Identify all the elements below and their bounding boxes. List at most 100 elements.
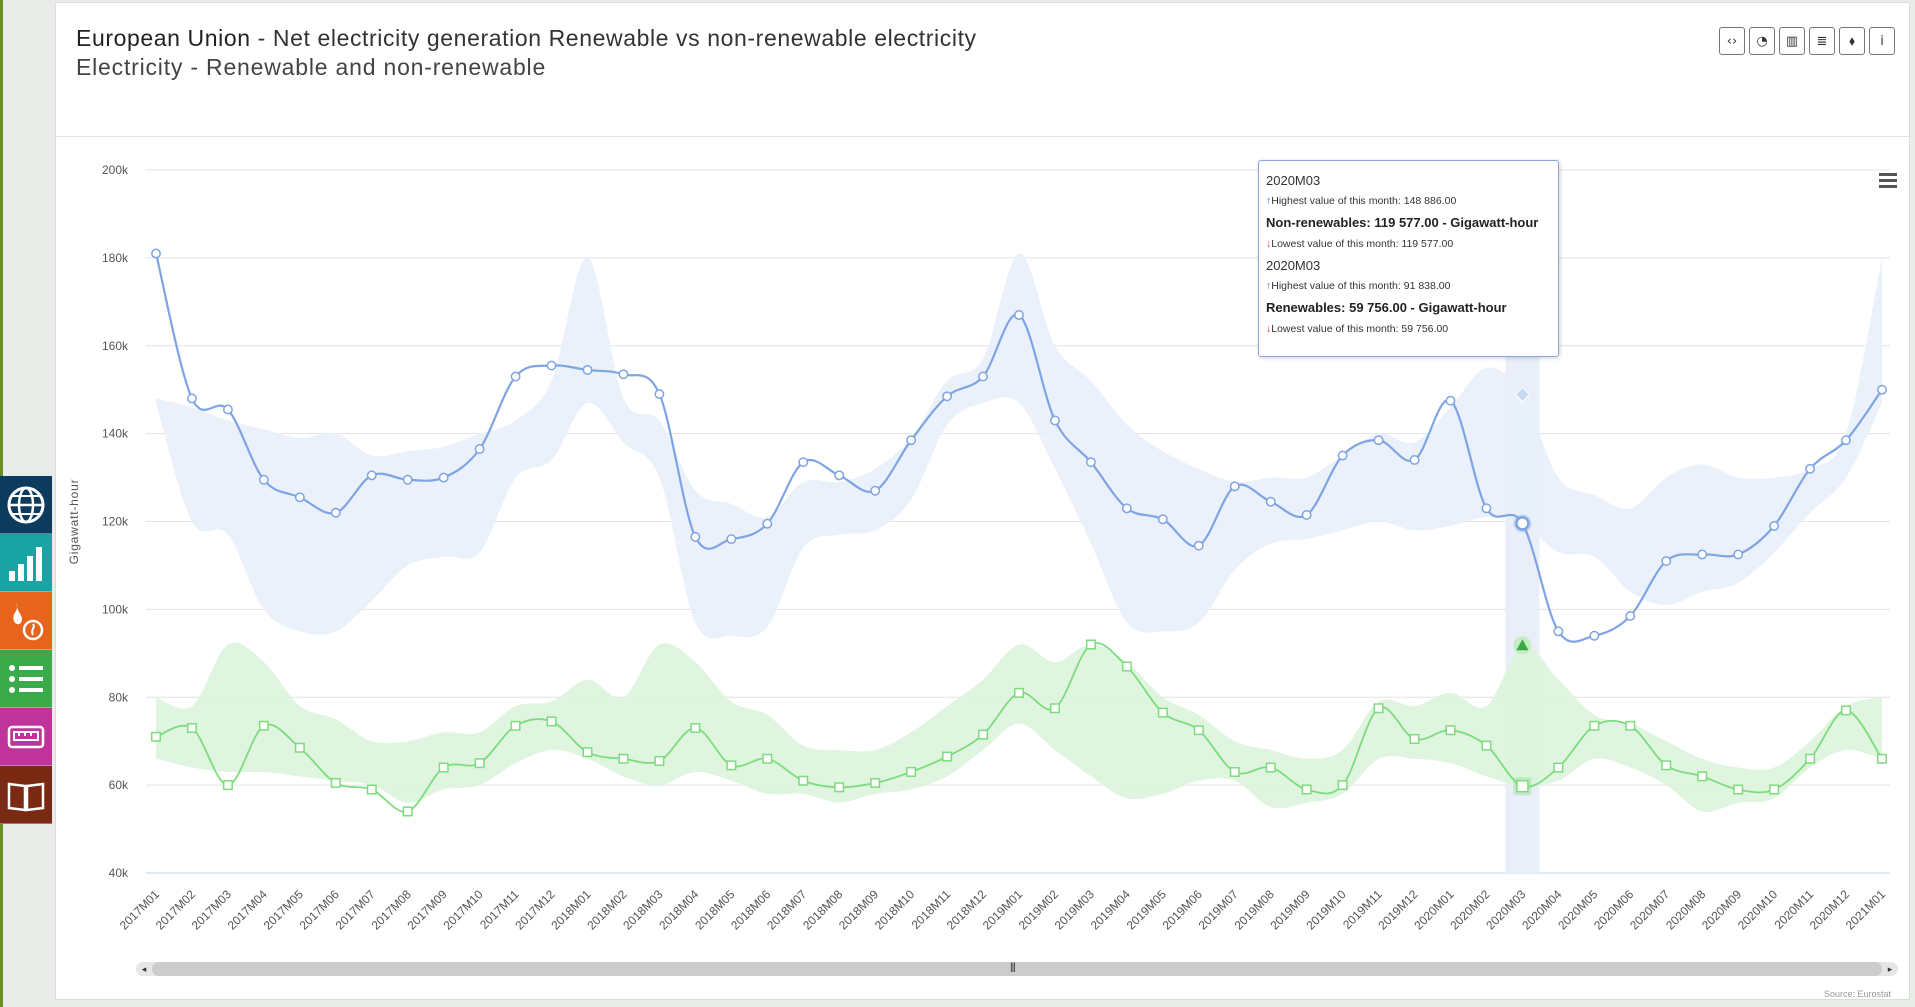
sidebar-item-meter[interactable] — [0, 708, 52, 766]
chart-title-indicator: - Net electricity generation Renewable v… — [250, 25, 977, 51]
globe-icon — [7, 486, 45, 523]
book-icon — [7, 782, 45, 811]
pie-chart-icon: ◔ — [1756, 33, 1768, 49]
data-point — [1877, 753, 1887, 764]
data-point — [1625, 611, 1636, 621]
range-band-renewables — [156, 642, 1882, 813]
data-point — [474, 758, 485, 769]
tooltip-lowest-row: ↓Lowest value of this month: 59 756.00 — [1266, 323, 1551, 335]
data-point — [618, 369, 629, 380]
data-point — [151, 248, 161, 259]
data-point — [1373, 703, 1384, 714]
sidebar-item-publications[interactable] — [0, 766, 52, 824]
chart-panel: European Union - Net electricity generat… — [55, 2, 1910, 1000]
data-point — [1193, 540, 1204, 551]
tooltip-value: Non-renewables: 119 577.00 - Gigawatt-ho… — [1266, 215, 1539, 230]
x-tick-label: 2017M10 — [440, 887, 486, 933]
data-point — [1121, 661, 1132, 672]
data-point — [1301, 509, 1312, 520]
header-divider — [56, 136, 1909, 137]
sidebar-item-globe[interactable] — [0, 476, 52, 534]
data-point — [582, 747, 593, 758]
data-point — [1733, 549, 1744, 560]
data-point — [1157, 514, 1168, 525]
data-point — [438, 472, 449, 483]
scroll-right-arrow-icon[interactable]: ▸ — [1887, 963, 1893, 974]
data-point — [222, 404, 233, 415]
data-point — [186, 723, 197, 734]
data-point — [870, 777, 881, 788]
tooltip-highest: Highest value of this month: 91 838.00 — [1271, 280, 1451, 292]
data-point — [222, 780, 233, 791]
data-point — [1229, 766, 1240, 777]
scroll-grip-icon[interactable]: ||| — [1010, 962, 1016, 973]
pie-chart-button[interactable]: ◔ — [1749, 27, 1775, 55]
meter-icon — [7, 725, 45, 748]
data-point — [618, 753, 629, 764]
data-point — [762, 753, 773, 764]
data-point — [438, 762, 449, 773]
arrow-down-icon: ↓ — [1266, 323, 1272, 335]
y-tick-label: 200k — [102, 163, 129, 177]
data-point — [1841, 435, 1851, 446]
chart-scrollbar[interactable]: ◂ ▸ ||| — [136, 960, 1898, 978]
data-point — [1014, 687, 1024, 698]
data-point — [474, 444, 485, 454]
data-point — [654, 755, 665, 766]
bar-chart-button[interactable]: ▥ — [1779, 27, 1805, 55]
scroll-left-arrow-icon[interactable]: ◂ — [141, 963, 147, 974]
y-axis-label: Gigawatt-hour — [67, 479, 81, 565]
data-point — [1409, 455, 1420, 465]
tooltip-highest: Highest value of this month: 148 886.00 — [1271, 195, 1457, 207]
max-marker-renewables — [1516, 639, 1529, 651]
x-tick-label: 2019M10 — [1303, 887, 1349, 933]
data-point — [366, 784, 377, 795]
arrow-up-icon: ↑ — [1266, 280, 1272, 292]
data-point — [1733, 784, 1744, 795]
tag-button[interactable]: ⬧ — [1839, 27, 1865, 55]
scroll-thumb[interactable] — [152, 962, 1882, 976]
info-button[interactable]: i — [1869, 27, 1895, 55]
data-point — [906, 766, 917, 777]
data-point — [330, 777, 341, 788]
source-credit: Source: Eurostat — [1823, 989, 1891, 999]
data-point — [834, 782, 845, 793]
data-point — [1589, 720, 1600, 731]
data-point — [798, 775, 809, 786]
y-tick-label: 120k — [102, 515, 129, 529]
data-point — [1265, 496, 1276, 507]
fire-icon — [13, 602, 44, 640]
data-point — [1445, 395, 1456, 406]
embed-code-button[interactable]: ‹› — [1719, 27, 1745, 55]
range-band-non-renewables — [156, 253, 1882, 639]
data-point — [1265, 762, 1276, 773]
sidebar-item-statistics[interactable] — [0, 534, 52, 592]
data-point — [1085, 639, 1096, 650]
sidebar-item-energy[interactable] — [0, 592, 52, 650]
x-tick-label: 2020M10 — [1735, 887, 1781, 933]
x-tick-label: 2021M01 — [1843, 887, 1889, 933]
data-point — [834, 470, 845, 481]
data-point — [762, 518, 773, 529]
max-marker-non-renewables — [1514, 386, 1531, 403]
data-point — [366, 470, 377, 481]
y-tick-label: 180k — [102, 251, 129, 265]
arrow-down-icon: ↓ — [1266, 238, 1272, 250]
data-point — [1157, 707, 1168, 718]
chart-menu-icon[interactable] — [1879, 173, 1897, 189]
data-point — [1697, 549, 1708, 560]
data-point — [294, 742, 305, 753]
tooltip-value: Renewables: 59 756.00 - Gigawatt-hour — [1266, 300, 1507, 315]
data-point — [942, 751, 953, 762]
chart-title-region: European Union — [76, 25, 251, 51]
y-tick-label: 40k — [109, 866, 129, 880]
toolbar: ‹› ◔ ▥ ≣ ⬧ i — [1719, 27, 1895, 55]
database-button[interactable]: ≣ — [1809, 27, 1835, 55]
data-point — [1301, 784, 1312, 795]
sidebar-item-list[interactable] — [0, 650, 52, 708]
code-icon: ‹› — [1726, 33, 1738, 49]
data-point — [1697, 771, 1708, 782]
data-point — [1229, 481, 1240, 492]
y-tick-label: 60k — [109, 778, 129, 792]
data-point — [1625, 720, 1636, 731]
